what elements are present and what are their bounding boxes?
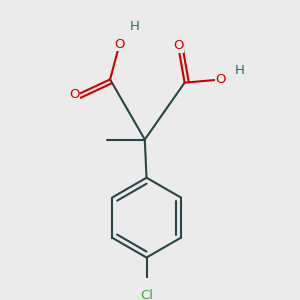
Text: O: O: [114, 38, 124, 51]
Text: O: O: [216, 73, 226, 86]
Text: Cl: Cl: [140, 289, 153, 300]
Text: H: H: [235, 64, 245, 77]
Text: O: O: [69, 88, 80, 100]
Text: O: O: [173, 39, 184, 52]
Text: H: H: [130, 20, 140, 33]
